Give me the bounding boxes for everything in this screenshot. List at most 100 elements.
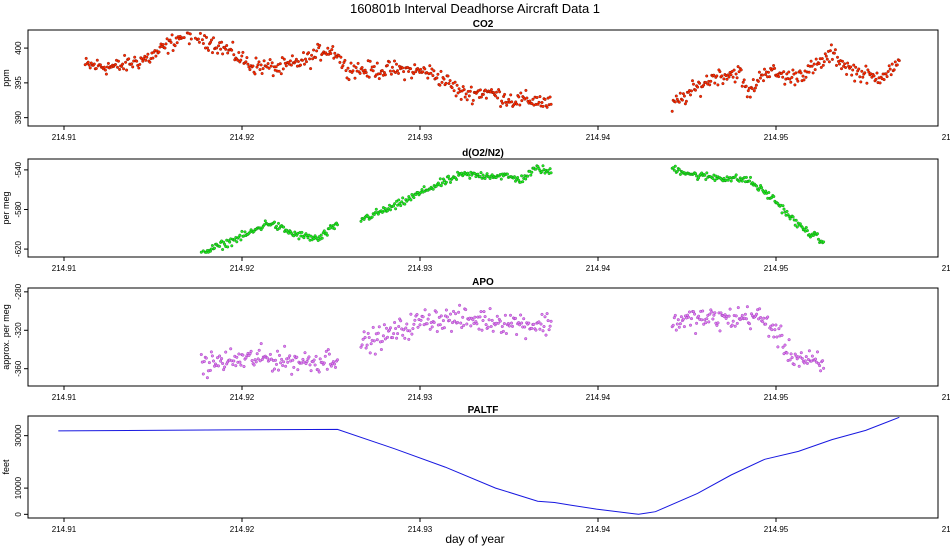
data-point [522,317,526,321]
data-point [800,225,804,229]
data-point [421,70,425,74]
data-point [773,66,777,70]
data-point [251,64,255,68]
data-point [249,349,253,353]
data-point [447,81,451,85]
data-point [290,372,294,376]
data-point [359,219,363,223]
data-point [277,69,281,73]
data-point [393,321,397,325]
data-point [718,329,722,333]
data-point [310,53,314,57]
data-point [425,322,429,326]
data-point [86,60,90,64]
data-point [677,100,681,104]
data-point [713,311,717,315]
data-point [416,325,420,329]
x-tick-label: 214.96 [942,133,950,142]
data-point [207,361,211,365]
data-point [322,361,326,365]
data-point [462,88,466,92]
data-point [270,369,274,373]
x-tick-label: 214.93 [408,393,433,402]
data-point [451,321,455,325]
data-point [219,47,223,51]
panel-title: PALTF [468,405,499,416]
data-point [360,343,364,347]
data-point [239,58,243,62]
data-point [470,102,474,106]
data-point [780,333,784,337]
data-point [688,310,692,314]
data-points [83,31,901,113]
data-point [118,67,122,71]
data-point [182,36,186,40]
data-point [397,325,401,329]
data-point [269,357,273,361]
data-point [761,73,765,77]
data-point [410,76,414,80]
data-point [371,69,375,73]
data-point [843,62,847,66]
data-point [287,231,291,235]
data-point [259,63,263,67]
data-point [465,322,469,326]
data-point [775,335,779,339]
data-point [733,324,737,328]
data-point [535,95,539,99]
data-point [794,71,798,75]
data-point [421,315,425,319]
data-point [224,350,228,354]
data-point [762,316,766,320]
data-point [362,330,366,334]
data-point [217,44,221,48]
data-point [307,51,311,55]
data-point [758,76,762,80]
data-point [676,318,680,322]
data-point [811,71,815,75]
data-point [202,360,206,364]
data-point [802,78,806,82]
data-point [211,359,215,363]
data-point [453,319,457,323]
data-point [428,64,432,68]
data-point [391,336,395,340]
data-point [715,323,719,327]
data-point [785,209,789,213]
data-point [503,92,507,96]
data-point [314,56,318,60]
data-point [487,318,491,322]
data-point [403,336,407,340]
data-point [170,33,174,37]
data-point [484,323,488,327]
x-tick-label: 214.95 [764,264,789,273]
data-point [238,233,242,237]
data-point [220,357,224,361]
data-point [821,359,825,363]
data-point [394,70,398,74]
x-tick-label: 214.93 [408,264,433,273]
data-point [461,315,465,319]
data-point [428,327,432,331]
data-point [521,180,525,184]
data-point [395,336,399,340]
data-point [237,352,241,356]
data-point [682,325,686,329]
data-point [278,353,282,357]
data-point [725,77,729,81]
data-point [526,174,530,178]
data-point [698,81,702,85]
data-point [543,97,547,101]
data-point [368,351,372,355]
x-tick-label: 214.91 [52,264,77,273]
data-point [279,72,283,76]
data-point [246,62,250,66]
data-point [539,322,543,326]
data-point [230,244,234,248]
data-point [483,176,487,180]
data-point [459,321,463,325]
data-point [734,173,738,177]
data-point [781,204,785,208]
data-point [481,319,485,323]
data-point [805,229,809,233]
